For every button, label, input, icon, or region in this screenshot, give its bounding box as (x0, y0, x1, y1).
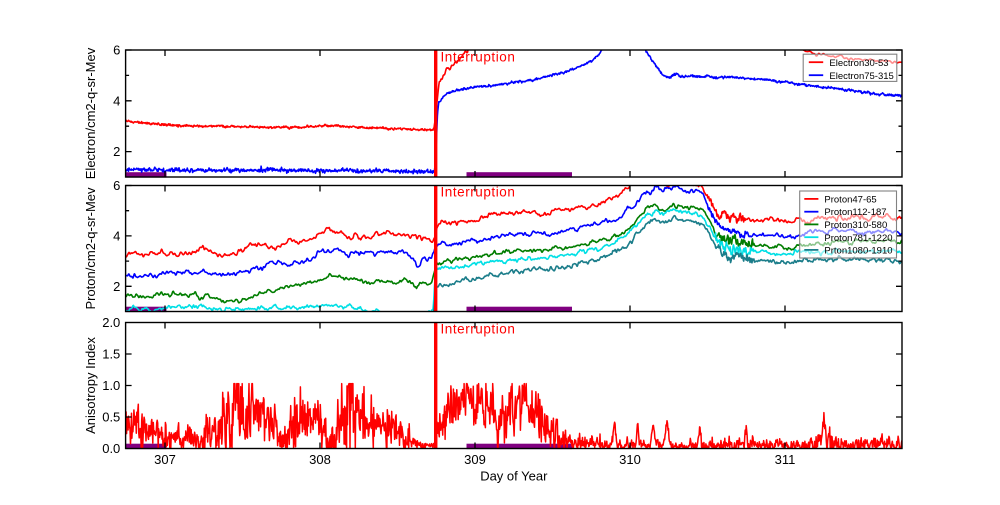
svg-text:Electron/cm2-q-sr-Mev: Electron/cm2-q-sr-Mev (83, 47, 98, 179)
svg-text:Electron75-315: Electron75-315 (829, 71, 893, 82)
svg-text:Interruption: Interruption (441, 50, 516, 65)
svg-text:Proton47-65: Proton47-65 (824, 195, 876, 206)
svg-text:4: 4 (113, 93, 120, 108)
svg-text:Electron30-53: Electron30-53 (829, 58, 888, 69)
svg-text:Interruption: Interruption (441, 185, 516, 200)
svg-text:0.0: 0.0 (102, 441, 120, 456)
svg-text:Anisotropy Index: Anisotropy Index (83, 337, 98, 434)
svg-text:308: 308 (309, 452, 331, 467)
svg-text:Prton1080-1910: Prton1080-1910 (824, 246, 892, 257)
svg-text:2: 2 (113, 144, 120, 159)
svg-text:307: 307 (154, 452, 176, 467)
svg-text:1.5: 1.5 (102, 347, 120, 362)
svg-text:1.0: 1.0 (102, 378, 120, 393)
svg-text:2.0: 2.0 (102, 315, 120, 330)
svg-text:6: 6 (113, 178, 120, 193)
svg-text:Proton781-1220: Proton781-1220 (824, 233, 892, 244)
svg-text:0.5: 0.5 (102, 410, 120, 425)
svg-text:311: 311 (775, 452, 796, 467)
svg-text:Interruption: Interruption (441, 322, 516, 337)
svg-text:309: 309 (464, 452, 486, 467)
svg-text:Proton310-580: Proton310-580 (824, 220, 887, 231)
svg-text:310: 310 (619, 452, 641, 467)
svg-text:6: 6 (113, 43, 120, 58)
svg-text:Proton/cm2-q-sr-Mev: Proton/cm2-q-sr-Mev (83, 187, 98, 310)
svg-text:4: 4 (113, 228, 120, 243)
svg-text:Day of Year: Day of Year (480, 469, 548, 484)
svg-text:Proton112-187: Proton112-187 (824, 207, 886, 218)
svg-text:2: 2 (113, 279, 120, 294)
